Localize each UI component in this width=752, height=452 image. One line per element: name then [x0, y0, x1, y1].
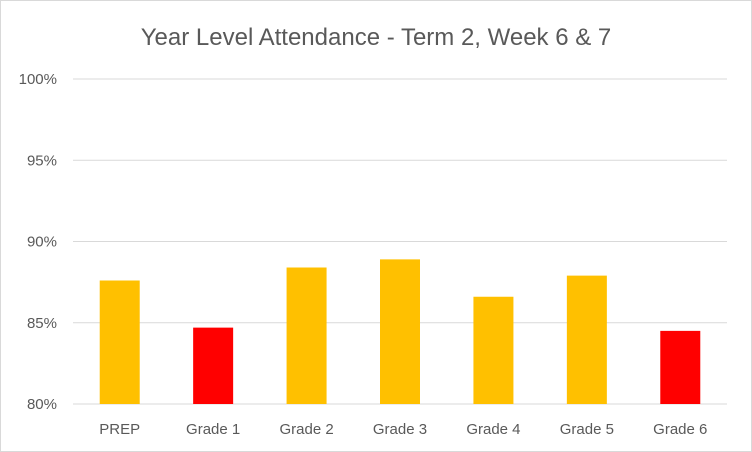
bar-grade-6 — [660, 330, 701, 404]
y-tick-label: 100% — [19, 71, 57, 88]
x-category-labels: PREP Grade 1 Grade 2 Grade 3 Grade 4 Grade 5 G… — [99, 421, 707, 438]
chart-title: Year Level Attendance - Term 2, Week 6 &… — [140, 24, 612, 51]
x-category-label: PREP — [99, 421, 140, 438]
y-tick-labels: 80% 85% 90% 95% 100% — [19, 71, 57, 413]
x-category-label: Grade 1 — [186, 421, 240, 438]
y-tick-label: 85% — [27, 315, 57, 332]
x-category-label: Grade 5 — [560, 421, 614, 438]
bar-grade-5 — [566, 275, 607, 404]
x-category-label: Grade 2 — [279, 421, 333, 438]
bars — [99, 259, 701, 404]
bar-grade-1 — [193, 327, 234, 404]
y-tick-label: 95% — [27, 152, 57, 169]
x-category-label: Grade 3 — [373, 421, 427, 438]
bar-prep — [99, 280, 140, 404]
y-tick-label: 80% — [27, 396, 57, 413]
bar-grade-2 — [286, 267, 327, 404]
y-tick-label: 90% — [27, 234, 57, 251]
x-category-label: Grade 6 — [653, 421, 707, 438]
bar-grade-3 — [380, 259, 420, 404]
x-category-label: Grade 4 — [466, 421, 520, 438]
bar-grade-4 — [473, 296, 514, 404]
